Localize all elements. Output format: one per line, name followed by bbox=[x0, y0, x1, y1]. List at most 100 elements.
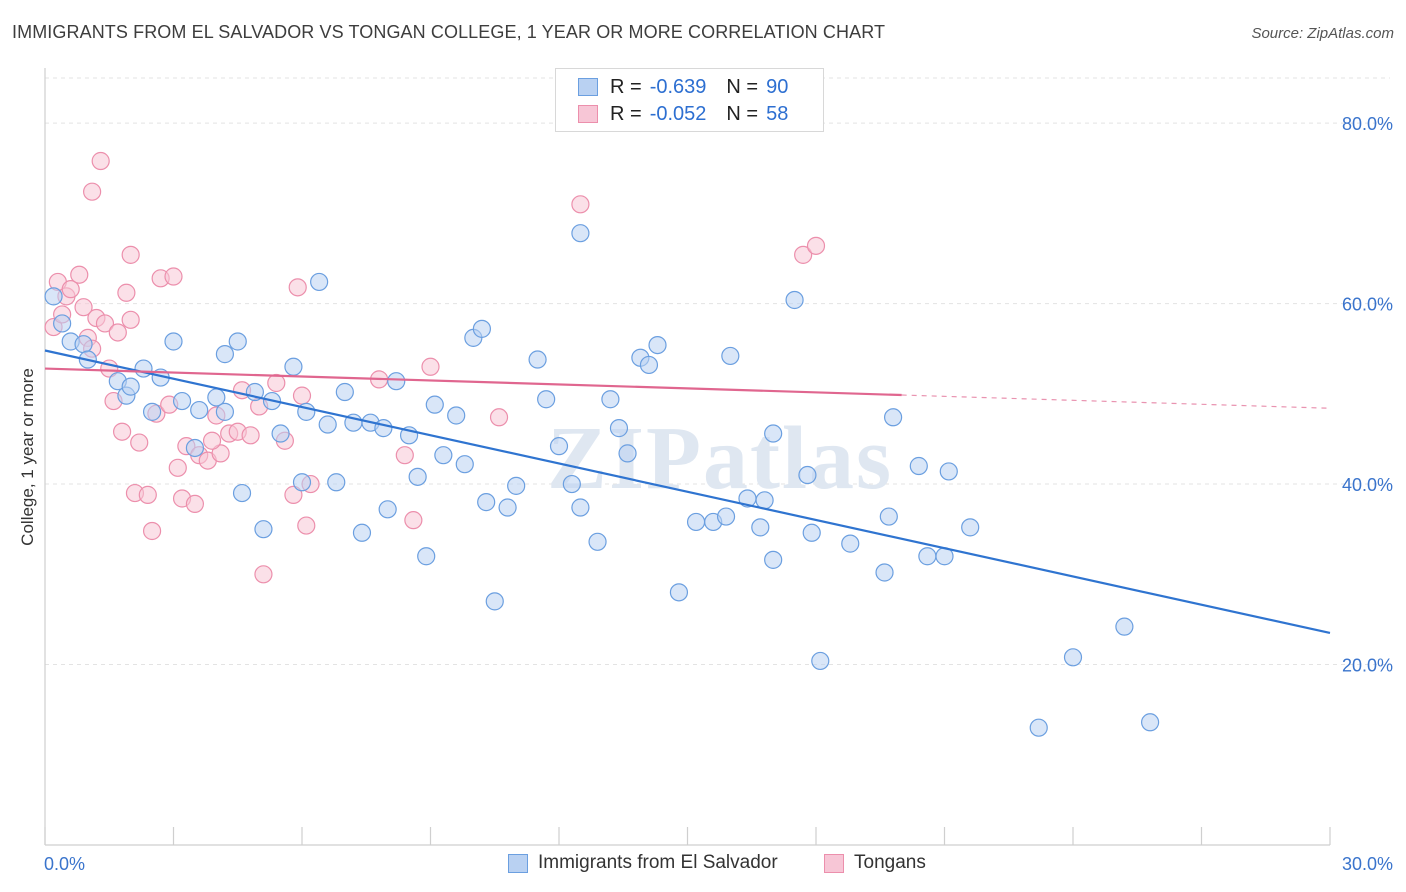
legend-n-label: N = bbox=[726, 75, 759, 98]
point-el-salvador bbox=[875, 563, 894, 582]
point-el-salvador bbox=[841, 534, 860, 553]
y-tick-label: 60.0% bbox=[1342, 295, 1393, 315]
point-el-salvador bbox=[507, 476, 526, 495]
point-el-salvador bbox=[1063, 648, 1083, 667]
point-el-salvador bbox=[528, 350, 547, 369]
point-el-salvador bbox=[190, 400, 209, 420]
point-el-salvador bbox=[228, 332, 247, 351]
point-tongans bbox=[121, 310, 140, 329]
y-tick-label: 40.0% bbox=[1342, 475, 1393, 495]
point-el-salvador bbox=[811, 651, 830, 671]
point-el-salvador bbox=[485, 592, 504, 611]
point-el-salvador bbox=[798, 465, 817, 485]
point-el-salvador bbox=[185, 438, 205, 458]
point-tongans bbox=[288, 278, 307, 297]
point-tongans bbox=[74, 298, 93, 317]
legend-n-value: 58 bbox=[766, 102, 789, 125]
point-el-salvador bbox=[721, 346, 740, 366]
point-el-salvador bbox=[609, 419, 629, 438]
point-el-salvador bbox=[639, 355, 659, 375]
point-tongans bbox=[108, 323, 127, 342]
point-el-salvador bbox=[883, 408, 903, 427]
point-tongans bbox=[61, 280, 80, 299]
point-el-salvador bbox=[425, 395, 444, 414]
point-el-salvador bbox=[1115, 617, 1134, 636]
point-tongans bbox=[142, 521, 162, 541]
point-tongans bbox=[185, 494, 205, 514]
point-tongans bbox=[95, 314, 115, 333]
point-tongans bbox=[292, 386, 312, 405]
point-tongans bbox=[70, 265, 89, 284]
point-tongans bbox=[117, 283, 136, 302]
point-el-salvador bbox=[352, 523, 372, 542]
point-el-salvador bbox=[648, 335, 667, 355]
point-el-salvador bbox=[53, 314, 72, 333]
point-el-salvador bbox=[310, 272, 329, 292]
point-el-salvador bbox=[498, 498, 517, 517]
legend-n-label: N = bbox=[726, 102, 759, 125]
point-el-salvador bbox=[588, 532, 607, 551]
point-el-salvador bbox=[327, 473, 346, 492]
point-el-salvador bbox=[764, 550, 783, 569]
bottom-legend-swatch-tongans bbox=[824, 853, 844, 873]
bottom-legend-swatch-el-salvador bbox=[508, 853, 528, 873]
point-el-salvador bbox=[785, 290, 804, 310]
chart-title: IMMIGRANTS FROM EL SALVADOR VS TONGAN CO… bbox=[12, 22, 886, 42]
y-tick-label: 80.0% bbox=[1342, 114, 1393, 134]
point-tongans bbox=[202, 431, 222, 450]
point-el-salvador bbox=[215, 402, 234, 421]
point-tongans bbox=[395, 446, 414, 465]
bottom-legend-label-el-salvador: Immigrants from El Salvador bbox=[538, 852, 778, 873]
point-tongans bbox=[421, 357, 440, 376]
point-tongans bbox=[794, 245, 813, 264]
point-el-salvador bbox=[121, 377, 140, 396]
point-tongans bbox=[254, 565, 273, 584]
point-el-salvador bbox=[601, 390, 620, 409]
point-el-salvador bbox=[292, 473, 312, 492]
point-el-salvador bbox=[434, 446, 453, 465]
point-tongans bbox=[297, 516, 316, 535]
point-tongans bbox=[806, 236, 826, 255]
y-tick-label: 20.0% bbox=[1342, 656, 1393, 676]
point-el-salvador bbox=[455, 455, 474, 474]
point-el-salvador bbox=[472, 319, 491, 338]
legend-n-value: 90 bbox=[766, 75, 789, 98]
point-el-salvador bbox=[802, 523, 821, 542]
legend-swatch-el-salvador bbox=[578, 78, 598, 96]
trend-line-el-salvador bbox=[44, 349, 1331, 635]
point-el-salvador bbox=[378, 500, 397, 519]
point-tongans bbox=[164, 267, 183, 286]
point-tongans bbox=[112, 422, 132, 441]
point-el-salvador bbox=[549, 437, 569, 456]
legend-row-el-salvador: R = -0.639 N = 90 bbox=[578, 75, 788, 99]
point-tongans bbox=[138, 485, 157, 504]
point-tongans bbox=[284, 485, 303, 504]
point-el-salvador bbox=[335, 382, 354, 402]
point-el-salvador bbox=[374, 419, 393, 438]
point-el-salvador bbox=[254, 520, 273, 539]
point-el-salvador bbox=[961, 518, 980, 537]
point-tongans bbox=[211, 444, 230, 463]
point-el-salvador bbox=[686, 512, 706, 532]
point-el-salvador bbox=[387, 372, 406, 391]
legend-r-label: R = bbox=[610, 75, 642, 98]
point-el-salvador bbox=[417, 547, 436, 566]
point-el-salvador bbox=[232, 483, 252, 503]
point-el-salvador bbox=[318, 415, 337, 434]
watermark: ZIPatlas bbox=[547, 409, 893, 508]
point-el-salvador bbox=[408, 467, 427, 486]
point-el-salvador bbox=[751, 518, 770, 537]
trend-line-dashed-tongans bbox=[901, 394, 1331, 409]
point-el-salvador bbox=[172, 391, 192, 411]
point-el-salvador bbox=[74, 335, 93, 354]
point-tongans bbox=[267, 373, 286, 393]
point-el-salvador bbox=[164, 332, 183, 351]
point-el-salvador bbox=[571, 224, 590, 243]
point-el-salvador bbox=[215, 345, 234, 364]
point-el-salvador bbox=[939, 462, 958, 481]
point-el-salvador bbox=[571, 498, 590, 517]
bottom-legend-tongans: Tongans bbox=[824, 852, 926, 874]
point-el-salvador bbox=[284, 357, 303, 376]
point-el-salvador bbox=[716, 507, 736, 526]
point-el-salvador bbox=[142, 402, 162, 421]
